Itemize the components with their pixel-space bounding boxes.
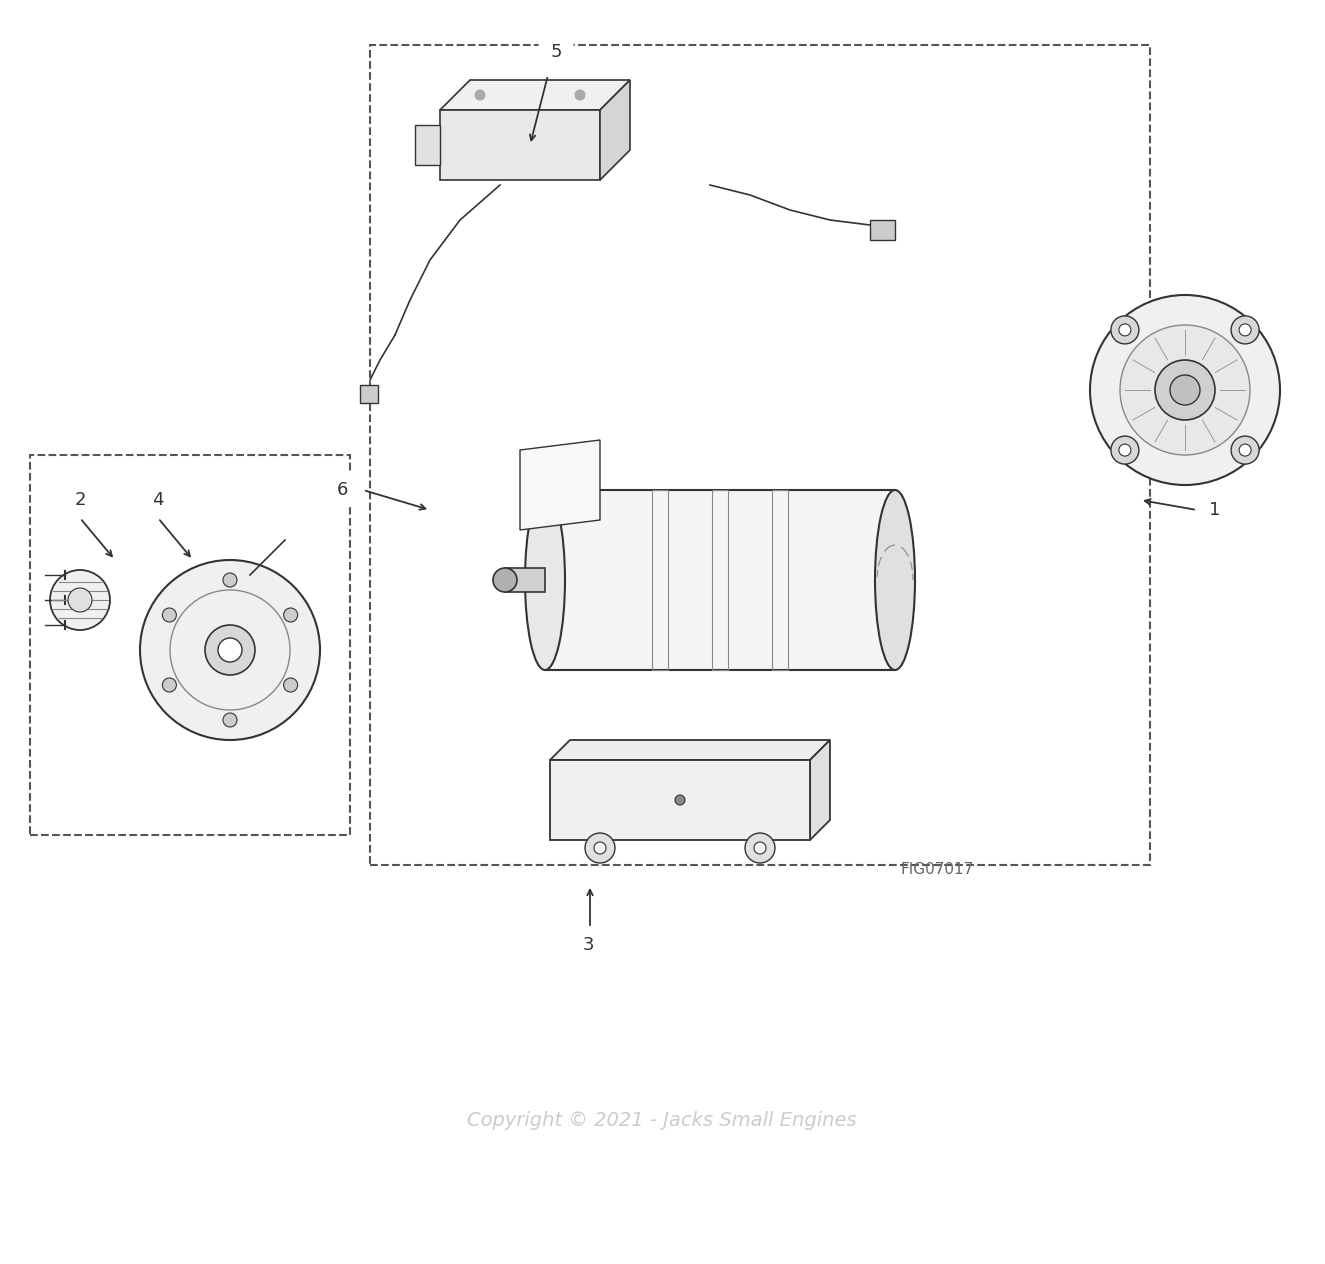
- Circle shape: [1118, 324, 1132, 336]
- Text: 3: 3: [582, 937, 594, 954]
- Circle shape: [594, 842, 606, 854]
- Ellipse shape: [525, 490, 564, 670]
- Circle shape: [1231, 316, 1259, 344]
- Polygon shape: [440, 110, 600, 179]
- Circle shape: [1239, 444, 1251, 456]
- Circle shape: [1155, 360, 1215, 420]
- Circle shape: [754, 842, 766, 854]
- Text: 1: 1: [1210, 501, 1220, 520]
- Circle shape: [219, 638, 242, 662]
- Text: 5: 5: [550, 43, 562, 61]
- Circle shape: [50, 570, 110, 629]
- Bar: [545, 490, 894, 670]
- Circle shape: [140, 560, 321, 739]
- Circle shape: [586, 833, 615, 863]
- Circle shape: [284, 678, 298, 691]
- Circle shape: [575, 90, 586, 100]
- Polygon shape: [550, 739, 829, 760]
- Polygon shape: [519, 440, 600, 530]
- Text: Copyright © 2021 - Jacks Small Engines: Copyright © 2021 - Jacks Small Engines: [468, 1111, 857, 1130]
- Circle shape: [140, 482, 176, 518]
- Polygon shape: [550, 760, 810, 841]
- Circle shape: [284, 608, 298, 622]
- Circle shape: [1239, 324, 1251, 336]
- Circle shape: [1120, 325, 1249, 455]
- Circle shape: [163, 678, 176, 691]
- Bar: [505, 568, 545, 592]
- Bar: [712, 490, 727, 670]
- Circle shape: [62, 482, 98, 518]
- Circle shape: [1231, 436, 1259, 464]
- Circle shape: [325, 471, 360, 508]
- Circle shape: [1170, 375, 1200, 404]
- Circle shape: [1090, 295, 1280, 485]
- Circle shape: [674, 795, 685, 805]
- Bar: [772, 490, 788, 670]
- Bar: [360, 386, 378, 403]
- Circle shape: [223, 713, 237, 727]
- Circle shape: [1118, 444, 1132, 456]
- Text: Jacks©: Jacks©: [580, 559, 743, 600]
- Circle shape: [493, 568, 517, 592]
- Circle shape: [68, 588, 91, 612]
- Polygon shape: [440, 80, 629, 110]
- Text: FIG07017: FIG07017: [900, 862, 974, 877]
- Polygon shape: [600, 80, 629, 179]
- Polygon shape: [415, 125, 440, 166]
- Text: 2: 2: [74, 490, 86, 509]
- Text: 4: 4: [152, 490, 164, 509]
- Circle shape: [1196, 492, 1234, 528]
- Circle shape: [223, 573, 237, 586]
- Bar: [30, 455, 350, 836]
- Circle shape: [205, 624, 254, 675]
- Circle shape: [1110, 316, 1140, 344]
- Circle shape: [1110, 436, 1140, 464]
- Bar: [370, 46, 1150, 865]
- Circle shape: [570, 927, 606, 963]
- Polygon shape: [810, 739, 829, 841]
- Ellipse shape: [874, 490, 916, 670]
- Circle shape: [745, 833, 775, 863]
- Circle shape: [163, 608, 176, 622]
- Circle shape: [538, 34, 574, 70]
- Bar: [871, 220, 894, 240]
- Text: SMALL ENGINES: SMALL ENGINES: [595, 600, 729, 619]
- Circle shape: [474, 90, 485, 100]
- Text: 6: 6: [337, 482, 347, 499]
- Bar: [652, 490, 668, 670]
